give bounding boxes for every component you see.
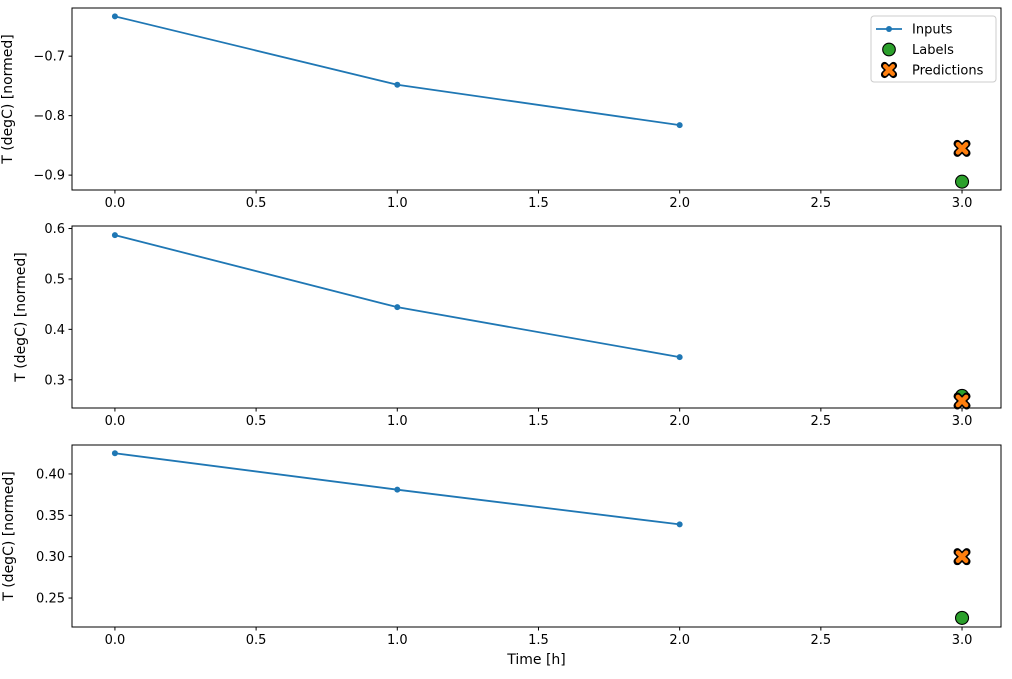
- x-tick-label: 3.0: [952, 633, 973, 648]
- inputs-point: [676, 354, 683, 361]
- inputs-point: [111, 450, 118, 457]
- subplot-1: −0.7 −0.8 −0.9 0.0 0.5 1.0 1.5 2.0 2.5 3.0 T (degC…: [0, 7, 1002, 211]
- y-tick-label: 0.35: [36, 509, 65, 524]
- inputs-point: [394, 304, 401, 311]
- legend-item: Labels: [882, 42, 954, 58]
- x-tick-label: 1.0: [387, 633, 408, 648]
- y-tick-label: 0.5: [44, 272, 65, 287]
- x-tick-label: 2.5: [811, 414, 832, 429]
- inputs-point: [394, 81, 401, 88]
- y-tick-label: −0.7: [33, 50, 65, 65]
- x-tick-label: 1.0: [387, 414, 408, 429]
- x-tick-label: 1.5: [528, 414, 549, 429]
- legend-item-label: Predictions: [912, 64, 984, 79]
- plot-border: [71, 225, 1002, 409]
- legend-item-label: Inputs: [912, 23, 953, 38]
- prediction-x-stroke: [955, 394, 969, 408]
- legend-box: [870, 15, 997, 83]
- x-tick-label: 2.5: [811, 196, 832, 211]
- x-tick-label: 3.0: [952, 196, 973, 211]
- y-tick-label: 0.25: [36, 592, 65, 607]
- legend-item-label: Labels: [912, 43, 954, 58]
- prediction-x-stroke: [955, 550, 969, 564]
- circle-icon: [882, 42, 896, 57]
- x-tick-label: 0.5: [246, 414, 267, 429]
- legend-item: Inputs: [876, 23, 953, 38]
- y-tick-label: −0.8: [33, 109, 65, 124]
- labels-marker: [954, 174, 970, 189]
- x-tick-label: 0.0: [105, 414, 126, 429]
- x-tick-label: 0.0: [105, 633, 126, 648]
- y-axis-label: T (degC) [normed]: [13, 252, 29, 383]
- labels-marker: [954, 610, 970, 625]
- line-dot-icon: [886, 26, 892, 32]
- subplot-3: 0.25 0.30 0.35 0.40 0.0 0.5 1.0 1.5 2.0 2.5 3.0 T (…: [1, 444, 1002, 648]
- inputs-line: [114, 234, 680, 358]
- subplot-2: 0.3 0.4 0.5 0.6 0.0 0.5 1.0 1.5 2.0 2.5 3.0 T (degC…: [13, 222, 1002, 429]
- plot-border: [71, 7, 1002, 191]
- x-tick-label: 1.0: [387, 196, 408, 211]
- inputs-point: [676, 521, 683, 528]
- y-axis-label: T (degC) [normed]: [1, 471, 17, 602]
- y-tick-label: 0.4: [44, 323, 65, 338]
- inputs-point: [111, 232, 118, 239]
- legend-item: Predictions: [880, 61, 984, 79]
- x-tick-label: 0.5: [246, 196, 267, 211]
- y-axis-label: T (degC) [normed]: [0, 34, 16, 165]
- x-tick-label: 0.5: [246, 633, 267, 648]
- inputs-point: [676, 122, 683, 129]
- x-tick-label: 0.0: [105, 196, 126, 211]
- y-tick-label: 0.30: [36, 550, 65, 565]
- y-tick-label: 0.6: [44, 222, 65, 237]
- plot-border: [71, 444, 1002, 628]
- inputs-line: [114, 15, 680, 127]
- y-tick-label: 0.40: [36, 467, 65, 482]
- x-tick-label: 2.0: [669, 414, 690, 429]
- x-axis-label: Time [h]: [506, 652, 566, 668]
- y-tick-label: 0.3: [44, 373, 65, 388]
- x-tick-label: 2.0: [669, 633, 690, 648]
- x-tick-label: 3.0: [952, 414, 973, 429]
- prediction-x-stroke: [955, 142, 969, 155]
- x-tick-label: 2.5: [811, 633, 832, 648]
- legend: Inputs Labels Predictions: [870, 15, 997, 83]
- prediction-x-stroke: [882, 63, 896, 77]
- inputs-point: [111, 13, 118, 20]
- inputs-point: [394, 486, 401, 493]
- x-tick-label: 1.5: [528, 196, 549, 211]
- y-tick-label: −0.9: [33, 169, 65, 184]
- x-tick-label: 1.5: [528, 633, 549, 648]
- x-tick-label: 2.0: [669, 196, 690, 211]
